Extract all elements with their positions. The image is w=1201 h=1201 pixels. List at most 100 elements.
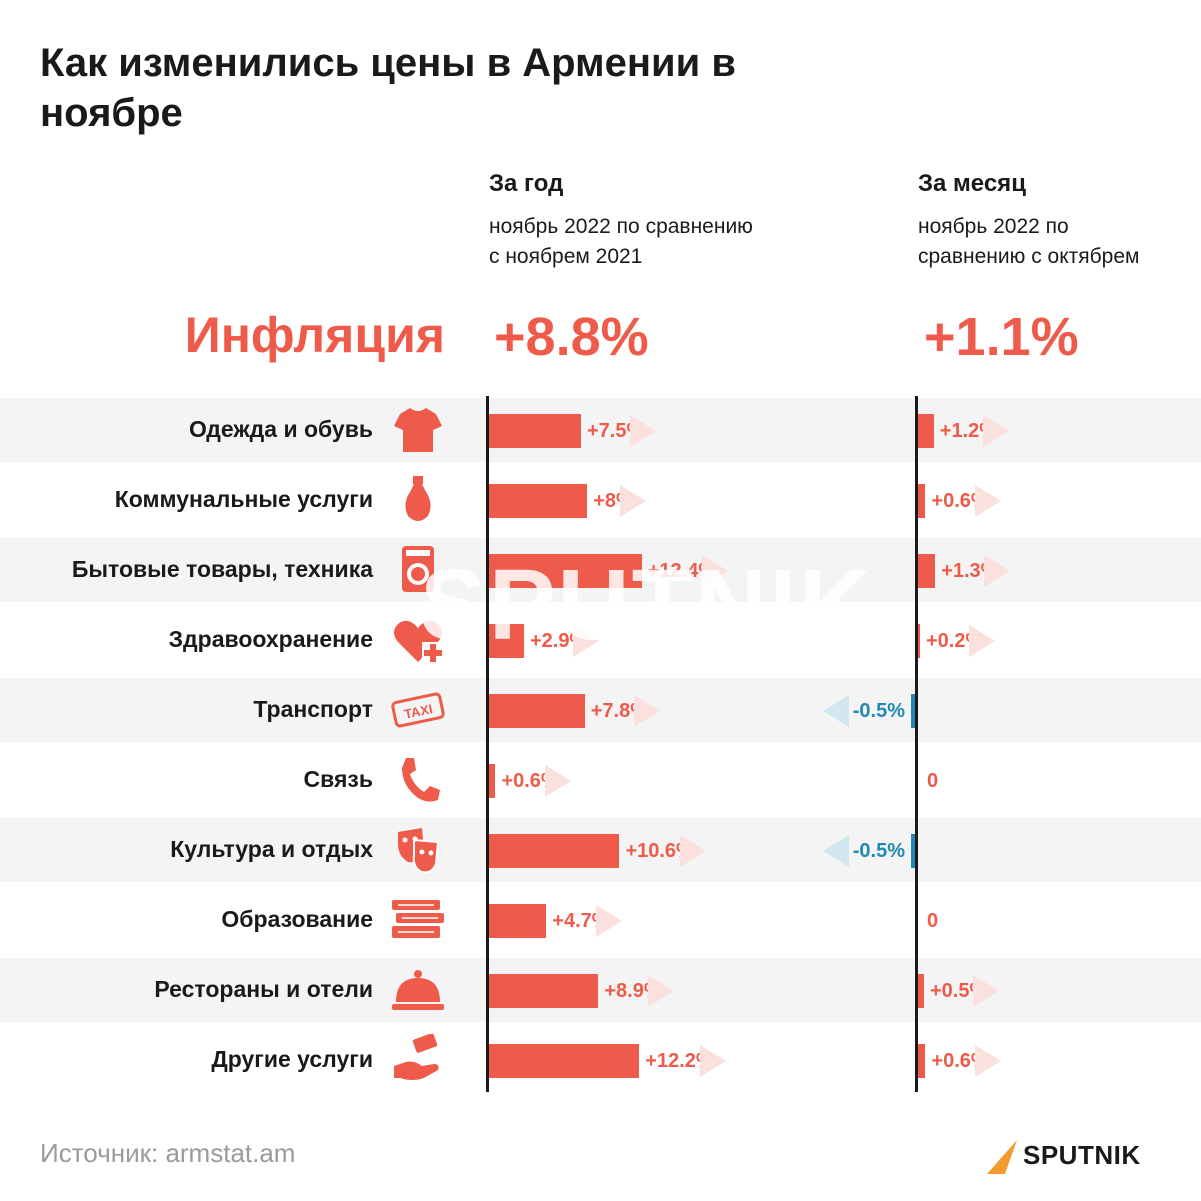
year-arrow-icon xyxy=(702,555,729,587)
month-value-label: +0.5% xyxy=(930,980,988,1002)
source-note: Источник: armstat.am xyxy=(40,1138,296,1168)
hand-money-icon xyxy=(388,1033,448,1086)
year-arrow-icon xyxy=(647,975,674,1007)
inflation-month-value: +1.1% xyxy=(924,307,1079,367)
month-bar xyxy=(917,484,926,518)
month-value-label: +1.2% xyxy=(939,420,998,442)
month-bar xyxy=(917,974,924,1008)
year-value-label: +2.9% xyxy=(529,630,588,652)
month-arrow-icon xyxy=(822,695,849,727)
books-icon xyxy=(388,894,448,946)
svg-text:TAXI: TAXI xyxy=(403,701,434,722)
phone-icon xyxy=(388,754,448,806)
category-label: Бытовые товары, техника xyxy=(71,556,373,582)
month-value-label: +1.3% xyxy=(941,560,999,582)
year-bar xyxy=(488,974,599,1008)
year-bar xyxy=(488,764,496,798)
month-column-subtitle-line1: ноябрь 2022 по xyxy=(918,215,1069,238)
lightbulb-icon xyxy=(388,474,448,526)
month-arrow-icon xyxy=(974,1045,1001,1077)
year-axis xyxy=(486,396,489,1092)
category-label: Рестораны и отели xyxy=(154,976,373,1002)
month-bar xyxy=(911,694,917,728)
month-value-label: 0 xyxy=(927,770,939,792)
inflation-year-value: +8.8% xyxy=(494,307,649,367)
month-arrow-icon xyxy=(983,415,1010,447)
category-row: Образование xyxy=(0,888,1201,952)
year-column-subtitle-line1: ноябрь 2022 по сравнению xyxy=(489,215,753,238)
year-bar xyxy=(488,484,588,518)
month-bar xyxy=(917,1044,926,1078)
year-value-label: +8.9% xyxy=(604,980,662,1002)
year-arrow-icon xyxy=(699,1045,726,1077)
year-arrow-icon xyxy=(595,905,622,937)
category-row: Здравоохранение xyxy=(0,608,1201,672)
year-bar xyxy=(488,1044,640,1078)
month-value-label: -0.5% xyxy=(852,700,905,722)
heart-plus-icon xyxy=(388,614,448,666)
category-label: Другие услуги xyxy=(211,1046,373,1072)
category-label: Транспорт xyxy=(253,696,373,722)
month-bar xyxy=(917,414,934,448)
cloche-icon xyxy=(388,964,448,1016)
year-bar xyxy=(488,624,524,658)
month-value-label: +0.2% xyxy=(926,630,984,652)
month-arrow-icon xyxy=(984,555,1011,587)
month-bar xyxy=(911,834,917,868)
category-label: Одежда и обувь xyxy=(188,416,373,442)
year-bar xyxy=(488,834,620,868)
month-value-label: +0.6% xyxy=(931,1050,989,1072)
year-arrow-icon xyxy=(544,765,571,797)
year-value-label: +7.8% xyxy=(590,700,648,722)
month-bar xyxy=(917,624,920,658)
year-arrow-icon xyxy=(630,415,657,447)
month-column-header: За месяц xyxy=(918,170,1026,197)
year-bar xyxy=(488,414,581,448)
month-bar xyxy=(917,554,936,588)
year-value-label: +12.2% xyxy=(645,1050,714,1072)
month-axis xyxy=(915,396,918,1092)
year-bar xyxy=(488,554,642,588)
category-label: Культура и отдых xyxy=(170,836,373,862)
month-value-label: 0 xyxy=(927,910,939,932)
year-arrow-icon xyxy=(619,485,646,517)
theater-masks-icon xyxy=(388,824,448,876)
year-value-label: +7.5% xyxy=(587,420,645,442)
month-column-subtitle-line2: сравнению с октябрем xyxy=(918,245,1140,268)
category-row: Транспорт TAXI xyxy=(0,678,1201,742)
category-row: Другие услуги xyxy=(0,1028,1201,1092)
year-bar xyxy=(488,904,547,938)
taxi-icon: TAXI xyxy=(388,684,448,736)
year-value-label: +12.4% xyxy=(647,560,717,582)
category-label: Коммунальные услуги xyxy=(114,486,373,512)
month-value-label: -0.5% xyxy=(852,840,905,862)
chart-title: Как изменились цены в Армении в ноябре xyxy=(40,41,736,135)
year-arrow-icon xyxy=(679,835,706,867)
month-arrow-icon xyxy=(974,485,1001,517)
sputnik-logo: SPUTNIK xyxy=(985,1136,1165,1176)
year-value-label: +4.7% xyxy=(552,910,610,932)
category-label: Здравоохранение xyxy=(168,626,373,652)
category-row: Рестораны и отели xyxy=(0,958,1201,1022)
year-arrow-icon xyxy=(573,625,600,657)
category-label: Образование xyxy=(221,906,373,932)
inflation-label: Инфляция xyxy=(184,307,445,363)
year-column-subtitle-line2: с ноябрем 2021 xyxy=(489,245,643,268)
year-bar xyxy=(488,694,585,728)
sputnik-logo-text: SPUTNIK xyxy=(1023,1140,1141,1170)
sputnik-logo-icon xyxy=(987,1140,1017,1174)
tshirt-icon xyxy=(388,404,448,456)
month-arrow-icon xyxy=(969,625,996,657)
year-value-label: +10.6% xyxy=(625,840,694,862)
month-arrow-icon xyxy=(973,975,1000,1007)
washing-machine-icon xyxy=(388,544,448,596)
month-value-label: +0.6% xyxy=(931,490,989,512)
year-value-label: +0.6% xyxy=(501,770,559,792)
year-column-header: За год xyxy=(489,170,564,197)
category-row: Связь xyxy=(0,748,1201,812)
year-arrow-icon xyxy=(633,695,660,727)
category-row: Коммунальные услуги xyxy=(0,468,1201,532)
category-label: Связь xyxy=(303,766,373,792)
month-arrow-icon xyxy=(822,835,849,867)
